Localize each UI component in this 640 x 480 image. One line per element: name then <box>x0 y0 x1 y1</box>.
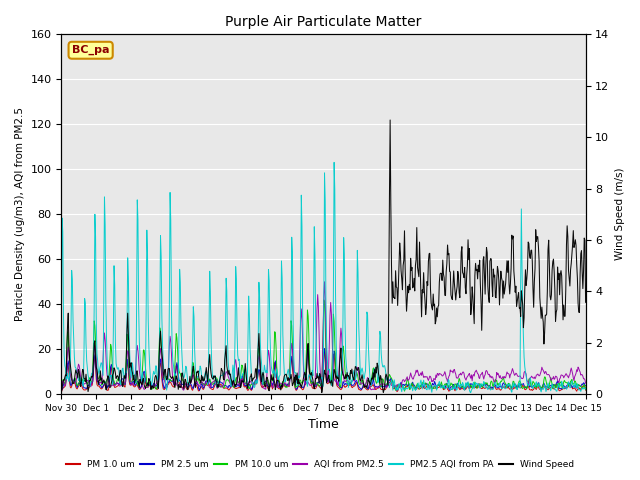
Y-axis label: Particle Density (ug/m3), AQI from PM2.5: Particle Density (ug/m3), AQI from PM2.5 <box>15 107 25 321</box>
Text: BC_pa: BC_pa <box>72 45 109 55</box>
Title: Purple Air Particulate Matter: Purple Air Particulate Matter <box>225 15 422 29</box>
Y-axis label: Wind Speed (m/s): Wind Speed (m/s) <box>615 168 625 261</box>
X-axis label: Time: Time <box>308 419 339 432</box>
Legend: PM 1.0 um, PM 2.5 um, PM 10.0 um, AQI from PM2.5, PM2.5 AQI from PA, Wind Speed: PM 1.0 um, PM 2.5 um, PM 10.0 um, AQI fr… <box>63 457 577 473</box>
